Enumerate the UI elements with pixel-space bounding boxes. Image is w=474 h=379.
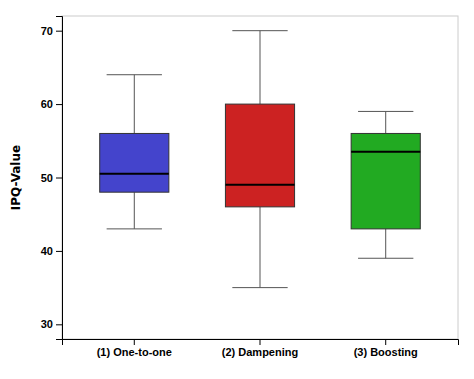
median-line [351, 151, 420, 153]
x-tick: (3) Boosting [354, 339, 418, 358]
whisker-high [385, 111, 386, 133]
whisker-high [134, 75, 135, 134]
cap-high [358, 111, 413, 112]
y-axis: 30 40 50 60 70 [41, 17, 63, 340]
y-axis-title: IPQ-Value [9, 145, 23, 210]
box-group [225, 31, 294, 288]
y-tick: 50 [41, 172, 62, 184]
y-tick-label: 40 [41, 245, 53, 257]
x-tick-label: (3) Boosting [354, 346, 418, 358]
whisker-high [260, 31, 261, 104]
plot-area: 30 40 50 60 70 (1) One-to-one (2) Dampening (3)… [41, 16, 459, 358]
box [351, 133, 420, 228]
y-tick: 70 [41, 25, 62, 37]
whisker-low [260, 207, 261, 288]
box [100, 133, 169, 192]
box-group [100, 75, 169, 229]
whisker-low [385, 229, 386, 258]
y-tick-mark [56, 178, 62, 179]
y-tick: 60 [41, 98, 62, 110]
y-tick-mark [56, 104, 62, 105]
cap-low [107, 228, 162, 229]
x-tick-mark [260, 339, 261, 345]
y-tick: 30 [41, 318, 62, 330]
box [225, 104, 294, 207]
y-tick-mark [56, 251, 62, 252]
chart-container: 30 40 50 60 70 (1) One-to-one (2) Dampening (3)… [0, 0, 474, 379]
y-axis-line [56, 17, 63, 340]
y-tick-label: 70 [41, 25, 53, 37]
y-tick: 40 [41, 245, 62, 257]
x-tick-label: (1) One-to-one [97, 346, 172, 358]
x-tick-label: (2) Dampening [222, 346, 298, 358]
x-tick-mark [134, 339, 135, 345]
whisker-low [134, 192, 135, 229]
y-tick-mark [56, 324, 62, 325]
cap-high [107, 74, 162, 75]
y-tick-label: 50 [41, 172, 53, 184]
chart-svg: 30 40 50 60 70 (1) One-to-one (2) Dampening (3)… [0, 0, 474, 379]
y-tick-mark [56, 31, 62, 32]
y-tick-label: 30 [41, 318, 53, 330]
x-tick: (1) One-to-one [97, 339, 172, 358]
cap-low [232, 287, 287, 288]
y-tick-label: 60 [41, 98, 53, 110]
plot-frame [62, 16, 458, 339]
x-axis: (1) One-to-one (2) Dampening (3) Boosting [63, 339, 459, 358]
marks [100, 31, 421, 288]
median-line [100, 173, 169, 175]
x-tick-mark [385, 339, 386, 345]
median-line [225, 184, 294, 186]
box-group [351, 111, 420, 258]
cap-low [358, 258, 413, 259]
x-tick: (2) Dampening [222, 339, 298, 358]
x-axis-line [63, 340, 459, 346]
cap-high [232, 30, 287, 31]
